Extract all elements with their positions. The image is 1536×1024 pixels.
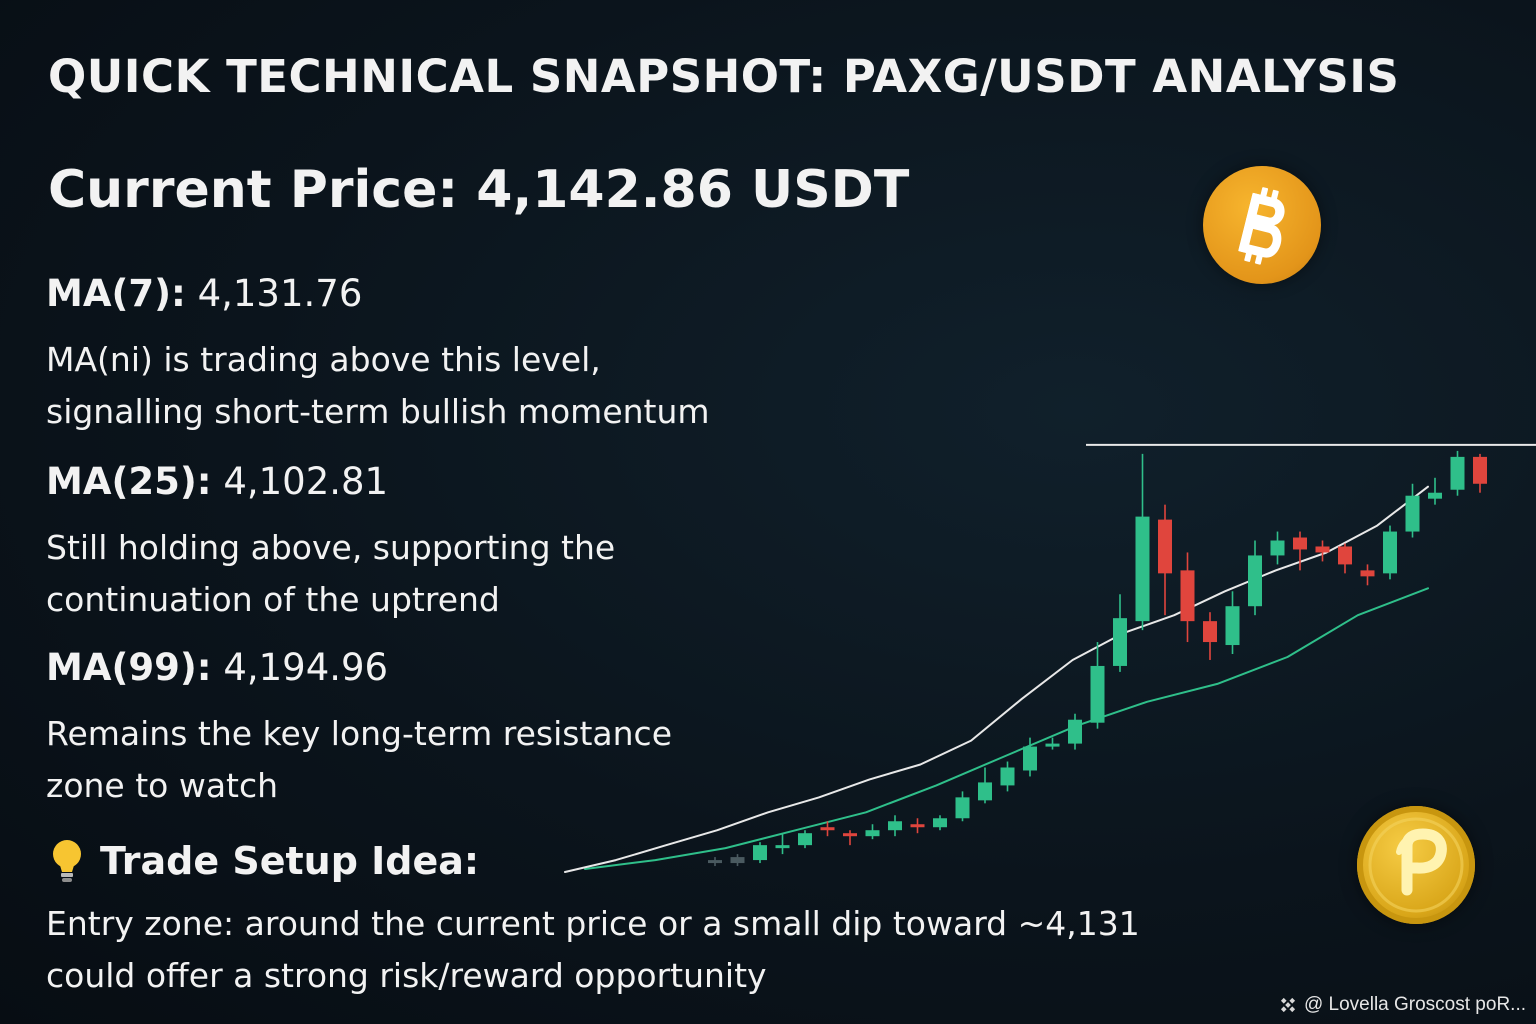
ma7-value: 4,131.76 — [197, 272, 363, 315]
ma99-line: MA(99): 4,194.96 — [46, 646, 388, 689]
candle-body — [1135, 516, 1150, 622]
ma7-desc-line: MA(ni) is trading above this level, — [46, 340, 601, 379]
candle-body — [1000, 767, 1015, 786]
candle-body — [1068, 719, 1082, 744]
candle-body — [1428, 492, 1442, 499]
bitcoin-coin-icon — [1203, 166, 1321, 284]
candle-body — [1180, 570, 1195, 622]
candle-body — [978, 782, 992, 801]
candle-body — [1113, 618, 1127, 666]
candle-body — [1383, 531, 1397, 574]
candle-body — [1450, 456, 1465, 490]
candle-body — [1090, 665, 1105, 723]
ma7-line: MA(7): 4,131.76 — [46, 272, 362, 315]
pax-gold-coin-icon — [1357, 806, 1475, 924]
candle-body — [865, 830, 880, 837]
current-price: Current Price: 4,142.86 USDT — [48, 160, 910, 220]
page-title: QUICK TECHNICAL SNAPSHOT: PAXG/USDT ANAL… — [48, 50, 1400, 103]
candle-body — [730, 857, 745, 864]
ma7-label: MA(7): — [46, 272, 186, 315]
candle-body — [888, 821, 902, 831]
candle-body — [910, 824, 925, 828]
ma99-description: Remains the key long-term resistance zon… — [46, 708, 672, 812]
candle-body — [775, 845, 790, 849]
watermark-text: @ Lovella Groscost poR... — [1303, 994, 1526, 1015]
ma7-description: MA(ni) is trading above this level, sign… — [46, 334, 710, 438]
ma99-desc-line: zone to watch — [46, 766, 279, 805]
candle-body — [820, 827, 835, 831]
ma25-value: 4,102.81 — [223, 460, 389, 503]
ma-short-line — [564, 485, 1429, 873]
candle-body — [843, 833, 857, 837]
lightbulb-icon — [53, 840, 81, 882]
candle-body — [1473, 456, 1487, 484]
candle-body — [753, 845, 767, 861]
candle-body — [1045, 743, 1060, 747]
entry-line: could offer a strong risk/reward opportu… — [46, 956, 767, 995]
trade-setup-heading: Trade Setup Idea: — [46, 836, 479, 886]
watermark: @ Lovella Groscost poR... — [1278, 994, 1526, 1016]
ma25-desc-line: Still holding above, supporting the — [46, 528, 616, 567]
candle-body — [1360, 570, 1375, 577]
ma25-description: Still holding above, supporting the cont… — [46, 522, 615, 626]
candle-body — [1315, 546, 1330, 553]
binance-logo-icon — [1280, 997, 1296, 1013]
ma7-desc-line: signalling short-term bullish momentum — [46, 392, 710, 431]
candle-body — [1338, 546, 1352, 565]
ma-long-line — [584, 587, 1429, 870]
candle-body — [1023, 746, 1037, 771]
ma99-desc-line: Remains the key long-term resistance — [46, 714, 673, 753]
trade-setup-label: Trade Setup Idea: — [100, 839, 480, 883]
candle-body — [1225, 606, 1240, 646]
candle-body — [1158, 519, 1172, 574]
ma25-label: MA(25): — [46, 460, 212, 503]
candle-body — [708, 860, 722, 864]
candle-body — [1270, 540, 1285, 556]
candle-body — [955, 797, 970, 819]
entry-line: Entry zone: around the current price or … — [46, 904, 1140, 943]
candle-body — [1293, 537, 1307, 550]
candle-body — [933, 818, 947, 828]
candle-body — [798, 833, 812, 846]
ma25-line: MA(25): 4,102.81 — [46, 460, 388, 503]
entry-zone-text: Entry zone: around the current price or … — [46, 898, 1140, 1002]
ma99-value: 4,194.96 — [223, 646, 389, 689]
ma99-label: MA(99): — [46, 646, 212, 689]
candle-body — [1203, 621, 1217, 643]
candle-body — [1248, 555, 1262, 607]
candle-body — [1405, 495, 1420, 532]
ma25-desc-line: continuation of the uptrend — [46, 580, 500, 619]
